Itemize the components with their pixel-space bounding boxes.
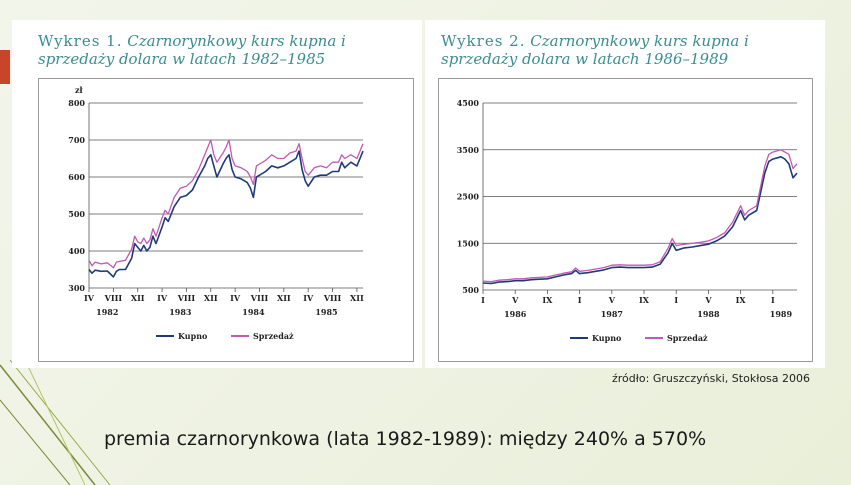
- x-tick-label: VIII: [177, 293, 196, 303]
- x-tick-label: IV: [157, 293, 168, 303]
- x-year-label: 1982: [96, 307, 118, 317]
- chart-1-title-lead: Wykres 1.: [38, 32, 123, 50]
- legend-label-kupno: Kupno: [178, 331, 208, 341]
- chart-2-frame: 500 1500 2500 3500 4500 I V IX I V IX I V IX I 1986 1987…: [438, 78, 813, 362]
- x-tick-label: IX: [639, 295, 650, 305]
- chart-2-svg: 500 1500 2500 3500 4500 I V IX I V IX I V IX I 1986 1987…: [457, 98, 798, 343]
- x-year-label: 1989: [770, 309, 793, 319]
- y-tick-label: 3500: [457, 145, 480, 155]
- y-axis-label: zł: [75, 85, 84, 95]
- x-tick-label: IV: [84, 293, 95, 303]
- y-tick-label: 400: [68, 246, 85, 256]
- x-year-label: 1984: [242, 307, 265, 317]
- chart-1-title-rest: Czarnorynkowy kurs kupna i sprzedaży dol…: [38, 32, 346, 68]
- chart-1-svg: 300 400 500 600 700 800 zł IV VIII XII IV VIII XII IV…: [68, 85, 364, 341]
- x-year-label: 1983: [169, 307, 192, 317]
- x-tick-label: IX: [542, 295, 553, 305]
- y-tick-label: 300: [68, 283, 85, 293]
- legend-label-sprzedaz: Sprzedaż: [253, 331, 294, 341]
- chart-2-title-lead: Wykres 2.: [441, 32, 526, 50]
- y-tick-label: 500: [462, 285, 479, 295]
- series-line-sprzedaz: [88, 139, 364, 269]
- series-line-kupno: [482, 156, 798, 285]
- chart-2-title-rest: Czarnorynkowy kurs kupna i sprzedaży dol…: [441, 32, 749, 68]
- y-tick-label: 1500: [457, 238, 480, 248]
- x-tick-label: IX: [736, 295, 747, 305]
- x-tick-label: V: [704, 295, 712, 305]
- chart-1-frame: 300 400 500 600 700 800 zł IV VIII XII IV VIII XII IV…: [38, 78, 414, 362]
- chart-panel-1: Wykres 1. Czarnorynkowy kurs kupna i spr…: [12, 20, 422, 368]
- x-tick-label: VIII: [323, 293, 342, 303]
- source-note: źródło: Gruszczyński, Stokłosa 2006: [612, 372, 811, 385]
- y-tick-label: 600: [68, 172, 85, 182]
- chart-panel-2: Wykres 2. Czarnorynkowy kurs kupna i spr…: [425, 20, 825, 368]
- x-tick-label: I: [674, 295, 678, 305]
- x-year-label: 1985: [315, 307, 337, 317]
- series-line-kupno: [88, 150, 364, 278]
- x-tick-label: VIII: [250, 293, 269, 303]
- y-tick-label: 800: [68, 98, 85, 108]
- y-tick-label: 2500: [457, 192, 480, 202]
- x-tick-label: XII: [204, 293, 218, 303]
- y-tick-label: 500: [68, 209, 85, 219]
- x-year-label: 1986: [504, 309, 527, 319]
- x-tick-label: I: [578, 295, 582, 305]
- y-tick-label: 700: [68, 135, 85, 145]
- x-tick-label: IV: [230, 293, 241, 303]
- x-tick-label: I: [481, 295, 485, 305]
- chart-2-title: Wykres 2. Czarnorynkowy kurs kupna i spr…: [441, 32, 811, 68]
- x-year-label: 1988: [697, 309, 720, 319]
- x-tick-label: VIII: [104, 293, 123, 303]
- legend-label-sprzedaz: Sprzedaż: [667, 333, 708, 343]
- accent-bar: [0, 50, 10, 84]
- y-tick-label: 4500: [457, 98, 480, 108]
- x-tick-label: V: [608, 295, 616, 305]
- decorative-lines: [0, 360, 111, 485]
- x-year-label: 1987: [601, 309, 623, 319]
- slide-caption: premia czarnorynkowa (lata 1982-1989): m…: [104, 428, 707, 450]
- chart-1-title: Wykres 1. Czarnorynkowy kurs kupna i spr…: [38, 32, 408, 68]
- x-tick-label: V: [511, 295, 519, 305]
- x-tick-label: IV: [303, 293, 314, 303]
- x-tick-label: XII: [350, 293, 364, 303]
- x-tick-label: XII: [277, 293, 291, 303]
- legend-label-kupno: Kupno: [592, 333, 622, 343]
- x-tick-label: I: [771, 295, 775, 305]
- x-tick-label: XII: [131, 293, 145, 303]
- series-line-sprzedaz: [482, 149, 798, 283]
